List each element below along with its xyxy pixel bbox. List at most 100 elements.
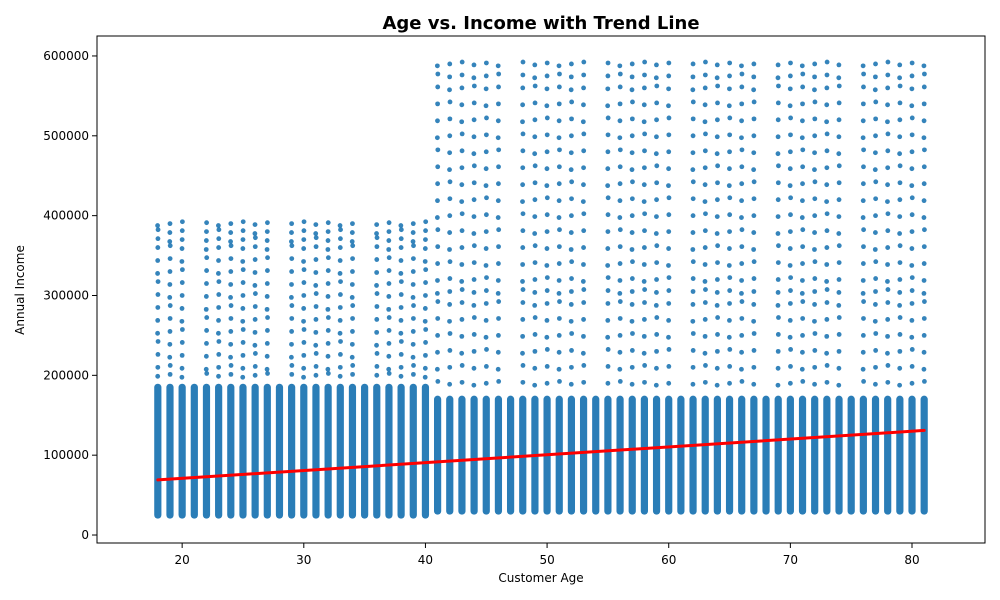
scatter-point (167, 329, 173, 334)
scatter-point (155, 373, 161, 379)
scatter-point (812, 116, 818, 122)
scatter-point (338, 292, 343, 297)
scatter-point (435, 84, 441, 90)
scatter-point (471, 277, 477, 282)
scatter-point (824, 333, 830, 339)
scatter-point (739, 147, 745, 153)
scatter-point (873, 289, 878, 294)
scatter-point (203, 366, 209, 372)
scatter-point (265, 255, 270, 261)
scatter-point (726, 103, 732, 109)
scatter-point (179, 246, 185, 251)
scatter-point (301, 352, 307, 358)
y-tick-label: 500000 (43, 129, 89, 143)
scatter-point (544, 317, 550, 323)
scatter-point (581, 333, 586, 339)
scatter-point (861, 244, 866, 250)
scatter-point (605, 301, 611, 306)
scatter-point (556, 135, 562, 141)
scatter-point (313, 363, 319, 369)
scatter-point (921, 333, 927, 338)
scatter-point (155, 227, 161, 233)
scatter-point (568, 381, 574, 387)
scatter-point (581, 317, 586, 322)
scatter-point (569, 348, 574, 353)
scatter-point (860, 135, 866, 141)
scatter-point (265, 371, 270, 376)
scatter-point (909, 263, 915, 268)
scatter-point (775, 290, 781, 295)
scatter-point (690, 230, 696, 235)
scatter-point (386, 328, 392, 333)
scatter-point (179, 340, 185, 345)
scatter-point (544, 275, 550, 281)
plot-layer (154, 59, 928, 519)
scatter-point (727, 317, 732, 323)
scatter-point (726, 334, 732, 340)
scatter-point (666, 363, 672, 369)
scatter-point (630, 179, 635, 185)
scatter-point (751, 116, 757, 122)
scatter-point (909, 275, 915, 281)
scatter-point (265, 220, 270, 226)
scatter-point (471, 197, 477, 203)
scatter-point (495, 118, 501, 124)
scatter-point (447, 74, 453, 80)
scatter-point (410, 371, 416, 377)
scatter-point (410, 239, 416, 244)
scatter-point (544, 301, 550, 306)
scatter-point (447, 116, 453, 122)
scatter-point (483, 132, 489, 138)
scatter-point (520, 211, 526, 217)
scatter-point (727, 301, 732, 306)
scatter-point (921, 135, 927, 141)
scatter-point (289, 371, 295, 377)
scatter-point (654, 332, 660, 337)
scatter-point (641, 85, 647, 91)
scatter-point (581, 182, 586, 188)
scatter-point (897, 348, 903, 354)
scatter-point (690, 259, 696, 265)
scatter-point (739, 316, 745, 321)
scatter-point (715, 315, 721, 320)
scatter-point (569, 331, 575, 336)
scatter-point (702, 85, 708, 91)
scatter-point (714, 75, 720, 81)
scatter-point (751, 167, 757, 173)
scatter-point (434, 366, 440, 372)
scatter-point (702, 379, 708, 385)
scatter-point (897, 231, 903, 236)
scatter-point (313, 235, 319, 241)
scatter-point (374, 222, 380, 227)
scatter-point (666, 380, 672, 386)
scatter-point (435, 164, 441, 170)
scatter-point (861, 164, 866, 170)
scatter-point (666, 263, 671, 268)
scatter-point (641, 182, 647, 188)
scatter-point (605, 263, 611, 268)
scatter-point (715, 260, 720, 265)
scatter-point (471, 348, 477, 354)
scatter-point (386, 255, 392, 261)
scatter-point (167, 354, 173, 360)
scatter-point (374, 244, 380, 250)
scatter-point (873, 230, 878, 235)
scatter-point (909, 380, 915, 386)
y-tick-label: 0 (81, 528, 89, 542)
scatter-point (203, 353, 209, 359)
scatter-point (885, 279, 890, 284)
scatter-point (252, 257, 258, 262)
scatter-point (873, 302, 878, 307)
scatter-point (787, 263, 793, 268)
scatter-point (313, 244, 319, 250)
scatter-point (422, 246, 428, 251)
scatter-point (179, 237, 185, 242)
scatter-point (495, 366, 501, 372)
scatter-point (532, 100, 538, 106)
scatter-point (642, 131, 648, 137)
scatter-point (617, 278, 623, 283)
scatter-point (751, 364, 757, 370)
scatter-point (325, 220, 331, 226)
scatter-point (459, 211, 465, 217)
